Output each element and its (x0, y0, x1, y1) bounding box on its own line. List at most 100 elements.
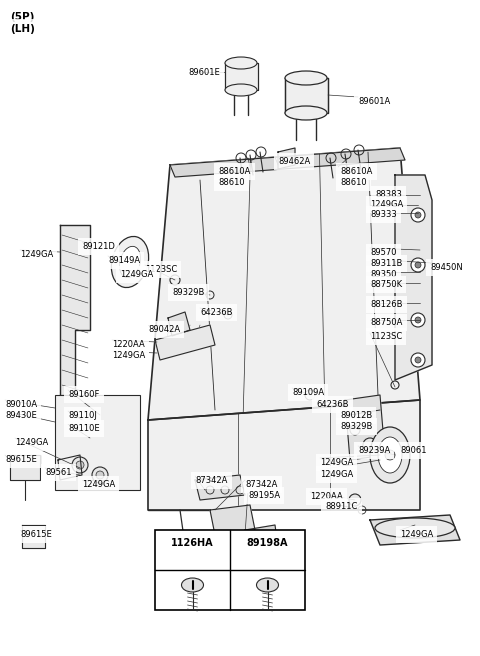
Circle shape (385, 450, 395, 460)
Polygon shape (22, 525, 45, 548)
Ellipse shape (120, 247, 141, 277)
Text: 1123SC: 1123SC (145, 265, 177, 274)
Circle shape (415, 317, 421, 323)
Circle shape (411, 353, 425, 367)
Text: 88750K: 88750K (370, 280, 402, 289)
Text: (LH): (LH) (10, 24, 35, 34)
Text: 89333: 89333 (370, 210, 397, 219)
Text: 89329B: 89329B (340, 422, 372, 431)
Text: 87342A: 87342A (195, 476, 228, 485)
Text: 89061: 89061 (400, 446, 427, 455)
Polygon shape (370, 515, 460, 545)
Polygon shape (395, 175, 432, 380)
Text: 89462A: 89462A (278, 157, 310, 166)
Text: 89561: 89561 (45, 468, 72, 477)
Text: 1249GA: 1249GA (370, 200, 403, 209)
Circle shape (415, 262, 421, 268)
Ellipse shape (285, 106, 327, 120)
Text: 89110J: 89110J (68, 411, 97, 420)
Text: 87342A: 87342A (245, 480, 277, 489)
Text: 89109A: 89109A (292, 388, 324, 397)
Text: 1220AA: 1220AA (112, 340, 145, 349)
Polygon shape (155, 325, 215, 360)
Ellipse shape (256, 578, 278, 592)
Polygon shape (10, 455, 40, 480)
Text: 89198A: 89198A (247, 538, 288, 548)
Text: 89121D: 89121D (82, 242, 115, 251)
Text: 89430E: 89430E (5, 411, 37, 420)
Text: 89010A: 89010A (5, 400, 37, 409)
Bar (55, 395, 140, 490)
Text: 64236B: 64236B (200, 308, 232, 317)
Text: 1220AA: 1220AA (310, 492, 343, 501)
Ellipse shape (181, 578, 204, 592)
Ellipse shape (225, 84, 257, 96)
Polygon shape (60, 225, 90, 400)
Text: 89239A: 89239A (358, 446, 390, 455)
Text: 88750A: 88750A (370, 318, 402, 327)
Circle shape (72, 457, 88, 473)
Text: 88610A: 88610A (218, 167, 251, 176)
Text: 1249GA: 1249GA (120, 270, 153, 279)
Text: 88911C: 88911C (325, 502, 358, 511)
Polygon shape (195, 475, 245, 500)
Text: 1249GA: 1249GA (20, 250, 53, 259)
Text: (5P): (5P) (10, 12, 35, 22)
Text: 1249GA: 1249GA (320, 470, 353, 479)
Text: 89615E: 89615E (20, 530, 52, 539)
Text: 89042A: 89042A (148, 325, 180, 334)
Circle shape (415, 357, 421, 363)
Text: 1126HA: 1126HA (171, 538, 214, 548)
Circle shape (76, 461, 84, 469)
Circle shape (411, 313, 425, 327)
Text: 89195A: 89195A (248, 491, 280, 500)
Circle shape (363, 438, 377, 452)
Text: 89311B: 89311B (370, 259, 402, 268)
Text: 64236B: 64236B (316, 400, 348, 409)
Text: 1249GA: 1249GA (15, 438, 48, 447)
Text: 1249GA: 1249GA (320, 458, 353, 467)
Polygon shape (225, 63, 258, 90)
Text: 1249GA: 1249GA (112, 351, 145, 360)
Ellipse shape (378, 437, 402, 473)
Polygon shape (170, 148, 405, 177)
Ellipse shape (225, 57, 257, 69)
Polygon shape (285, 78, 328, 113)
Text: 89329B: 89329B (172, 288, 204, 297)
Text: 89615E: 89615E (5, 455, 37, 464)
Polygon shape (58, 455, 82, 480)
Polygon shape (168, 312, 190, 336)
Polygon shape (148, 148, 420, 420)
Circle shape (411, 258, 425, 272)
Text: 89450N: 89450N (430, 263, 463, 272)
Polygon shape (278, 148, 295, 169)
Text: 88383: 88383 (375, 190, 402, 199)
Polygon shape (210, 505, 255, 535)
Text: 88610A: 88610A (340, 167, 372, 176)
Text: 88610: 88610 (218, 178, 245, 187)
Circle shape (349, 494, 361, 506)
Text: 89350: 89350 (370, 270, 396, 279)
Circle shape (96, 471, 104, 479)
Polygon shape (245, 525, 278, 553)
Bar (155, 530, 305, 610)
Polygon shape (60, 395, 80, 420)
Text: 89570: 89570 (370, 248, 396, 257)
Ellipse shape (370, 427, 410, 483)
Text: 1249GA: 1249GA (400, 530, 433, 539)
Ellipse shape (111, 236, 149, 287)
Circle shape (411, 208, 425, 222)
Text: 89601A: 89601A (358, 97, 390, 106)
Polygon shape (345, 395, 385, 460)
Polygon shape (148, 400, 420, 510)
Text: 89012B: 89012B (340, 411, 372, 420)
Circle shape (92, 467, 108, 483)
Text: 88610: 88610 (340, 178, 367, 187)
Text: 88126B: 88126B (370, 300, 403, 309)
Text: 89160F: 89160F (68, 390, 99, 399)
Text: 89110E: 89110E (68, 424, 100, 433)
Circle shape (415, 212, 421, 218)
Text: 1123SC: 1123SC (370, 332, 402, 341)
Ellipse shape (375, 518, 455, 538)
Text: 1249GA: 1249GA (82, 480, 115, 489)
